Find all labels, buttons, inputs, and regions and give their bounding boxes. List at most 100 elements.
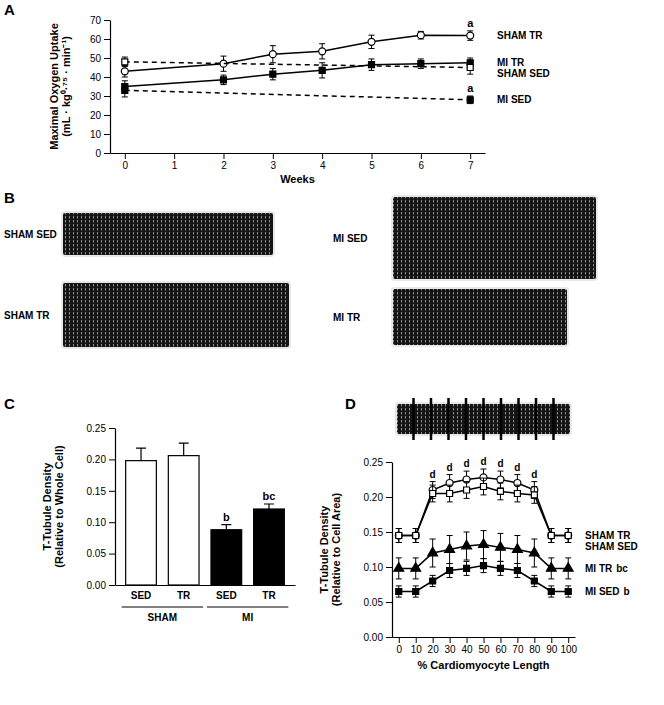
error-bar [122,57,128,67]
marker [122,87,128,93]
y-axis: 0.000.050.100.150.200.25 [87,423,116,591]
tick-mark [109,554,115,555]
tick-label: 2 [221,160,227,171]
tick-mark [322,153,323,159]
tick: 50 [90,53,110,64]
tick-label: 70 [90,15,102,26]
y-axis-line [115,429,116,586]
series-name: MI TR [497,57,525,68]
series-annotation: a [467,82,474,94]
tick-label: 30 [445,644,457,655]
error-bar [369,35,375,48]
series-name: SHAM TR [585,530,631,541]
tick-mark [386,532,392,533]
marker [430,578,436,584]
error-bar [514,485,520,502]
error-bar [270,68,276,79]
marker [319,67,325,73]
marker [531,492,537,498]
error-bar [430,485,436,502]
tick-mark [109,522,115,523]
annotations: aa [467,17,474,94]
tick: SED [131,585,152,601]
tick: 0.00 [364,632,392,643]
plot: 01234567010203040506070WeeksMaximal Oxyg… [48,15,550,185]
tick: 0.25 [87,423,115,434]
error-bar [221,525,231,530]
series-line [125,90,470,100]
tick-mark [104,115,110,116]
tick-label: 4 [320,160,326,171]
tick-label: 0.05 [364,597,384,608]
marker [479,539,489,548]
tick-mark [386,497,392,498]
bar-annotation: b [223,511,230,523]
series-name: SHAM SED [585,541,638,552]
tick-mark [470,153,471,159]
tick-mark [386,602,392,603]
marker [447,568,453,574]
marker [514,491,520,497]
tick-mark [416,637,417,643]
error-bar [565,586,571,597]
marker [497,476,504,483]
error-bar [548,529,554,543]
tick-label: 80 [529,644,541,655]
tick-mark [372,153,373,159]
panel-label: B [4,189,15,206]
tick-mark [467,637,468,643]
x-axis-line [111,153,486,154]
tick: TR [177,585,191,601]
marker [418,61,424,67]
x-axis-line [116,585,296,586]
tick-mark [104,58,110,59]
series-label: SHAM TR [585,530,631,541]
error-bar [464,561,470,575]
tick-label: 50 [90,53,102,64]
error-bar [413,586,419,597]
marker [497,565,503,571]
marker [496,542,506,551]
error-bar [447,564,453,578]
tick: 0.15 [364,527,392,538]
inset-divider [482,398,485,440]
tick-label: 0.25 [364,457,384,468]
tick-label: 0.10 [87,517,107,528]
tick-mark [450,637,451,643]
bar [126,461,157,585]
error-bar [136,448,146,461]
inset-divider [465,398,468,440]
marker [512,544,522,553]
marker [445,544,455,553]
marker [413,533,419,539]
tick: 30 [90,91,110,102]
error-bar [270,46,276,63]
panel-label: A [4,1,15,18]
tick: 20 [428,637,440,655]
marker [548,532,555,539]
tick-label: 0.15 [87,486,107,497]
error-bar [122,84,128,97]
point-annotation: d [464,458,470,469]
tick: 50 [478,637,490,655]
tick: 60 [495,637,507,655]
tick-mark [386,567,392,568]
series-annotation: b [623,586,629,597]
inset-divider [447,398,450,440]
tick-label: 100 [560,644,577,655]
marker [462,540,472,549]
bar [168,456,199,585]
tick-label: TR [177,590,191,601]
group-label: MI [242,612,253,623]
y-axis-title: Maximal Oxygen Uptake [48,23,60,150]
series-line [399,477,568,535]
tick: 0.20 [87,454,115,465]
tick: 2 [221,153,227,171]
marker [417,32,424,39]
tick-label: 0 [95,148,101,159]
tick: 0.05 [87,548,115,559]
tick-mark [125,153,126,159]
tick-mark [104,134,110,135]
marker [270,71,276,77]
micrograph [392,196,597,280]
